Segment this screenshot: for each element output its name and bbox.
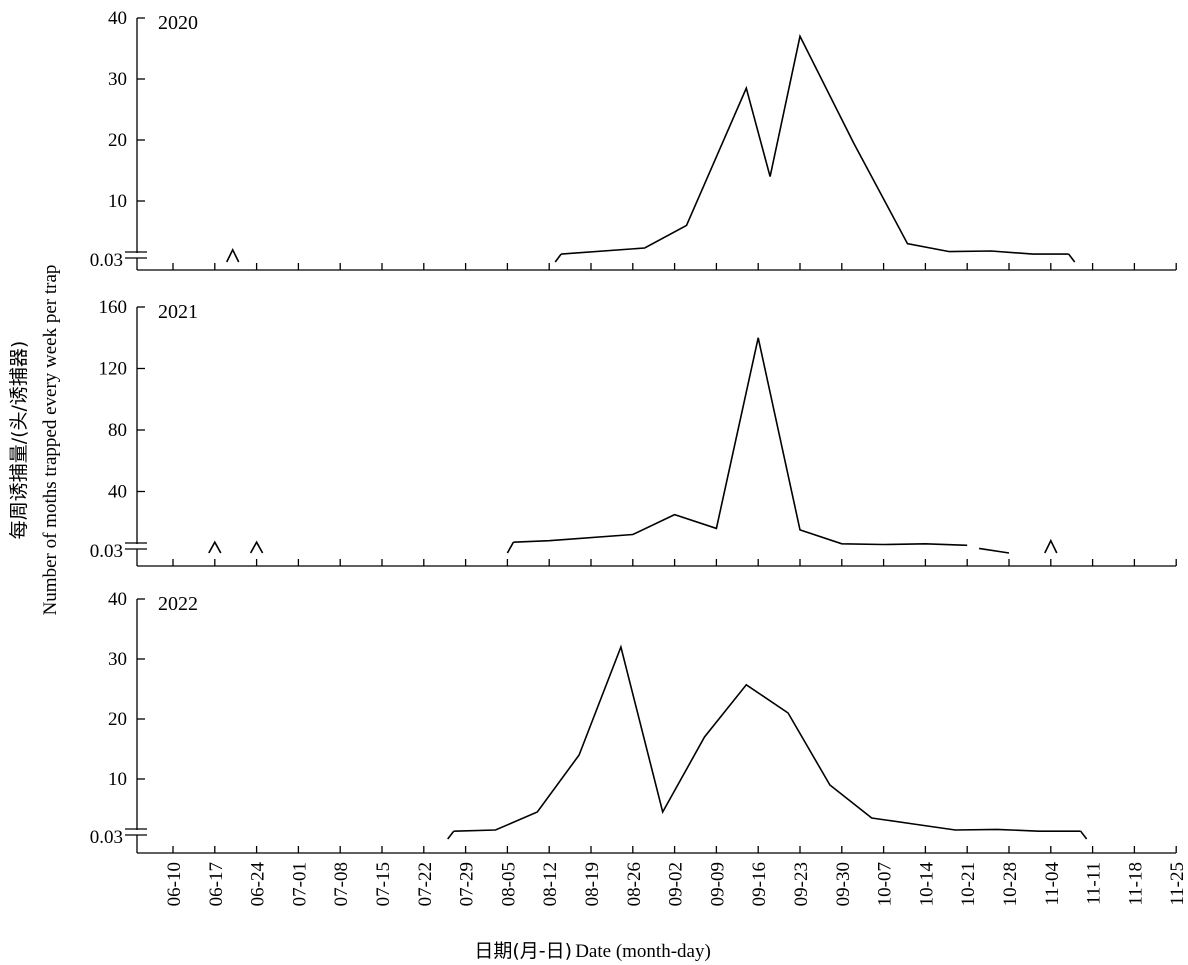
- x-tick-label: 11-25: [1167, 862, 1188, 906]
- panel-2021: 0.03 40 80 120 160 2021: [90, 297, 1176, 566]
- x-tick-label: 07-08: [331, 862, 352, 906]
- x-tick-label: 07-22: [415, 862, 436, 906]
- series-line-segment: [454, 647, 1081, 831]
- series-line-segment: [1081, 831, 1087, 839]
- x-tick-label: 08-12: [540, 862, 561, 906]
- series-line-segment: [979, 548, 1009, 553]
- y-tick-label: 80: [108, 420, 127, 441]
- x-tick-label: 06-10: [164, 862, 185, 906]
- x-tick-label: 10-21: [958, 862, 979, 906]
- x-axis-label-cn: 日期(月-日): [474, 940, 572, 962]
- y-tick-label: 10: [108, 191, 127, 212]
- panel-year-label: 2022: [158, 593, 198, 615]
- y-tick-label: 0.03: [90, 250, 123, 271]
- x-tick-label: 07-01: [289, 862, 310, 906]
- y-axis-label-cn: 每周诱捕量/(头/诱捕器): [8, 341, 30, 540]
- y-tick-label: 40: [108, 8, 127, 29]
- chart-panels: 0.03 10 20 30 40 2020 0.03 40 80 120 160 2021 0.03 10…: [90, 8, 1176, 853]
- y-tick-label: 120: [99, 359, 128, 380]
- x-tick-label: 11-04: [1042, 862, 1063, 906]
- x-tick-label: 06-24: [248, 862, 269, 907]
- x-tick-label: 09-02: [666, 862, 687, 906]
- series-line-segment: [1045, 541, 1057, 553]
- panel-2022: 0.03 10 20 30 40 2022: [90, 589, 1176, 853]
- x-tick-label: 11-11: [1084, 862, 1105, 905]
- x-axis-label-en: Date (month-day): [575, 941, 711, 962]
- x-tick-label: 07-29: [457, 862, 478, 906]
- series-line-segment: [513, 338, 967, 546]
- series-line-segment: [507, 542, 513, 553]
- y-axis-label-en: Number of moths trapped every week per t…: [40, 265, 61, 616]
- x-tick-label: 09-09: [707, 862, 728, 906]
- x-tick-label: 09-23: [791, 862, 812, 906]
- x-tick-label: 08-05: [498, 862, 519, 906]
- y-tick-label: 30: [108, 69, 127, 90]
- x-tick-label: 06-17: [206, 862, 227, 906]
- x-tick-label: 09-16: [749, 862, 770, 906]
- x-axis: 06-10 06-17 06-24 07-01 07-08 07-15 07-22 07-29…: [164, 862, 1188, 907]
- panel-year-label: 2021: [158, 301, 198, 323]
- series-line-segment: [251, 542, 263, 553]
- x-tick-label: 10-28: [1000, 862, 1021, 906]
- y-tick-label: 40: [108, 589, 127, 610]
- x-tick-label: 08-26: [624, 862, 645, 906]
- y-tick-label: 40: [108, 482, 127, 503]
- x-tick-label: 07-15: [373, 862, 394, 906]
- y-tick-label: 0.03: [90, 541, 123, 562]
- x-tick-label: 08-19: [582, 862, 603, 906]
- series-line-segment: [561, 36, 1069, 254]
- y-tick-label: 30: [108, 649, 127, 670]
- series-line-segment: [209, 542, 221, 553]
- x-tick-label: 10-07: [875, 862, 896, 906]
- x-tick-label: 10-14: [916, 862, 937, 907]
- y-tick-label: 0.03: [90, 827, 123, 848]
- series-line-segment: [1069, 254, 1075, 262]
- y-tick-label: 160: [99, 297, 128, 318]
- x-tick-label: 09-30: [833, 862, 854, 906]
- panel-year-label: 2020: [158, 12, 198, 34]
- y-tick-label: 20: [108, 709, 127, 730]
- x-tick-label: 11-18: [1125, 862, 1146, 906]
- series-line-segment: [227, 250, 239, 262]
- series-line-segment: [555, 254, 561, 262]
- series-line-segment: [448, 831, 454, 839]
- y-tick-label: 20: [108, 130, 127, 151]
- y-tick-label: 10: [108, 769, 127, 790]
- panel-2020: 0.03 10 20 30 40 2020: [90, 8, 1176, 271]
